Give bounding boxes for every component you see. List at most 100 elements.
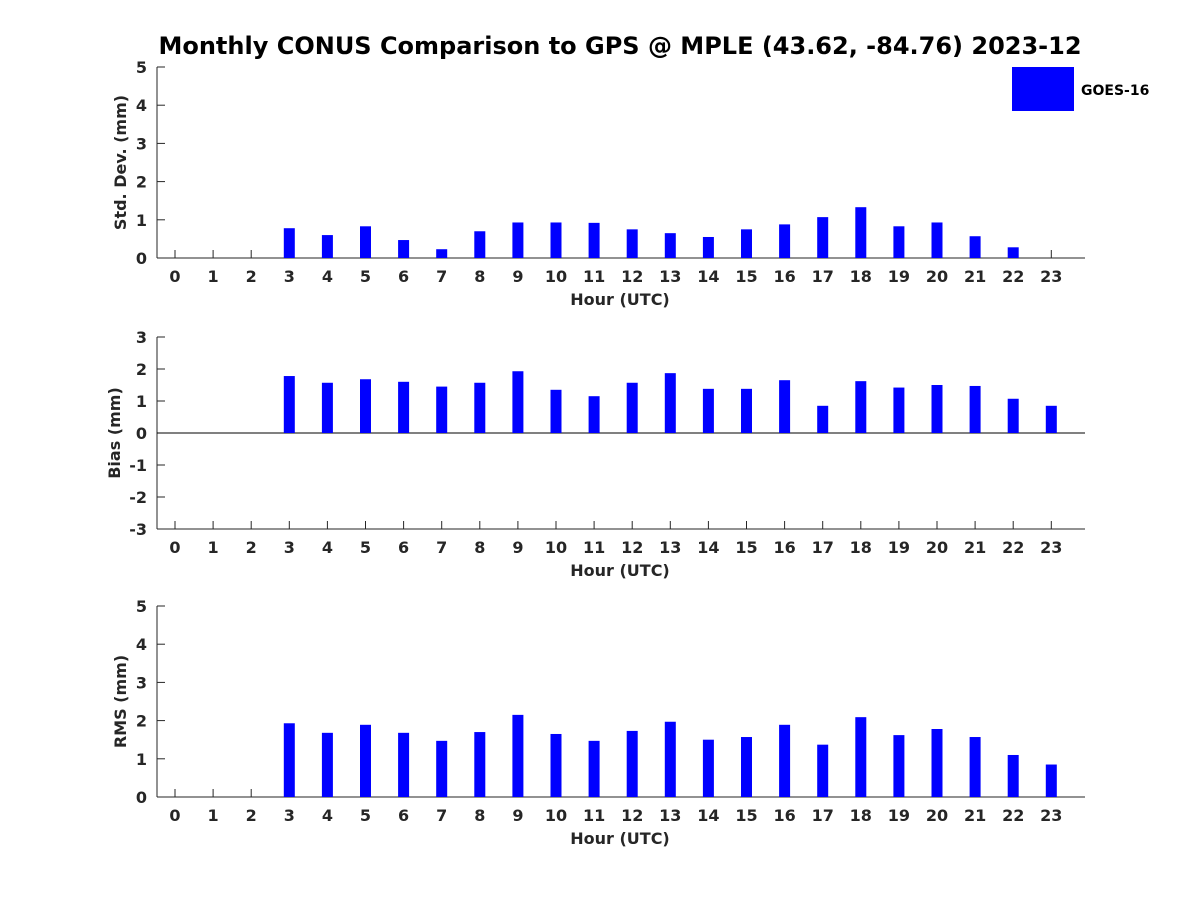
x-tick-label: 17: [812, 806, 834, 825]
x-tick-label: 16: [773, 806, 795, 825]
bar: [817, 744, 829, 797]
bar: [893, 735, 905, 797]
x-tick-label: 23: [1040, 267, 1062, 286]
bar: [664, 233, 676, 258]
bar: [931, 222, 943, 258]
x-tick-label: 11: [583, 267, 605, 286]
x-tick-label: 21: [964, 538, 986, 557]
x-tick-label: 15: [735, 267, 757, 286]
x-tick-label: 21: [964, 267, 986, 286]
x-tick-label: 3: [284, 538, 295, 557]
bar: [436, 386, 448, 433]
x-tick-label: 0: [169, 267, 180, 286]
x-tick-label: 14: [697, 806, 719, 825]
bar: [855, 207, 867, 258]
x-tick-label: 6: [398, 806, 409, 825]
x-tick-label: 17: [812, 267, 834, 286]
bar: [817, 405, 829, 433]
bar: [360, 724, 371, 797]
bar: [398, 240, 410, 258]
bar: [931, 729, 943, 797]
x-tick-label: 14: [697, 267, 719, 286]
bar: [474, 382, 486, 433]
x-tick-label: 20: [926, 806, 948, 825]
x-tick-label: 13: [659, 806, 681, 825]
x-tick-label: 4: [322, 806, 333, 825]
bar: [969, 737, 981, 797]
bar: [855, 717, 867, 797]
x-tick-label: 15: [735, 806, 757, 825]
y-tick-label: 0: [136, 424, 147, 443]
bar: [664, 721, 676, 797]
x-tick-label: 18: [850, 538, 872, 557]
x-tick-label: 20: [926, 538, 948, 557]
bar: [779, 724, 791, 797]
x-tick-label: 8: [474, 538, 485, 557]
x-tick-label: 7: [436, 538, 447, 557]
y-tick-label: 0: [136, 249, 147, 268]
bar: [321, 382, 333, 433]
bar: [588, 740, 600, 797]
x-tick-label: 19: [888, 267, 910, 286]
x-axis-label: Hour (UTC): [570, 290, 670, 309]
bar: [626, 730, 638, 797]
x-tick-label: 9: [512, 806, 523, 825]
x-tick-label: 22: [1002, 538, 1024, 557]
x-tick-label: 13: [659, 538, 681, 557]
x-tick-label: 11: [583, 538, 605, 557]
bar: [550, 733, 562, 797]
x-tick-label: 8: [474, 267, 485, 286]
y-tick-label: 3: [136, 134, 147, 153]
x-tick-label: 0: [169, 806, 180, 825]
y-tick-label: 4: [136, 96, 147, 115]
bar: [969, 385, 981, 433]
bar: [779, 224, 791, 258]
bar: [436, 740, 448, 797]
x-tick-label: 16: [773, 538, 795, 557]
x-axis-label: Hour (UTC): [570, 829, 670, 848]
bar: [741, 737, 752, 797]
bar: [626, 382, 638, 433]
bar: [360, 226, 371, 258]
x-tick-label: 10: [545, 267, 567, 286]
bar: [1045, 405, 1057, 433]
y-tick-label: 3: [136, 328, 147, 347]
x-tick-label: 11: [583, 806, 605, 825]
x-tick-label: 5: [360, 806, 371, 825]
bar: [512, 222, 524, 258]
y-tick-label: 2: [136, 173, 147, 192]
bar: [931, 385, 943, 433]
x-tick-label: 10: [545, 538, 567, 557]
x-tick-label: 22: [1002, 267, 1024, 286]
x-tick-label: 4: [322, 538, 333, 557]
bar: [512, 371, 524, 433]
bar: [588, 396, 600, 433]
y-tick-label: 5: [136, 58, 147, 77]
y-tick-label: 0: [136, 788, 147, 807]
x-tick-label: 2: [246, 538, 257, 557]
x-tick-label: 1: [208, 267, 219, 286]
bar: [893, 226, 905, 258]
bar: [626, 229, 638, 258]
y-tick-label: 5: [136, 597, 147, 616]
y-tick-label: -1: [129, 456, 147, 475]
y-tick-label: 4: [136, 635, 147, 654]
bar: [474, 231, 486, 258]
bar: [702, 236, 714, 258]
x-tick-label: 5: [360, 267, 371, 286]
x-tick-label: 10: [545, 806, 567, 825]
x-tick-label: 12: [621, 806, 643, 825]
bar: [512, 714, 524, 797]
bar: [398, 381, 410, 433]
legend-swatch-goes-16: [1012, 67, 1074, 111]
bar: [817, 217, 829, 258]
x-tick-label: 6: [398, 538, 409, 557]
x-tick-label: 17: [812, 538, 834, 557]
x-tick-label: 12: [621, 267, 643, 286]
x-tick-label: 20: [926, 267, 948, 286]
bar: [550, 389, 562, 433]
bar: [321, 235, 333, 258]
